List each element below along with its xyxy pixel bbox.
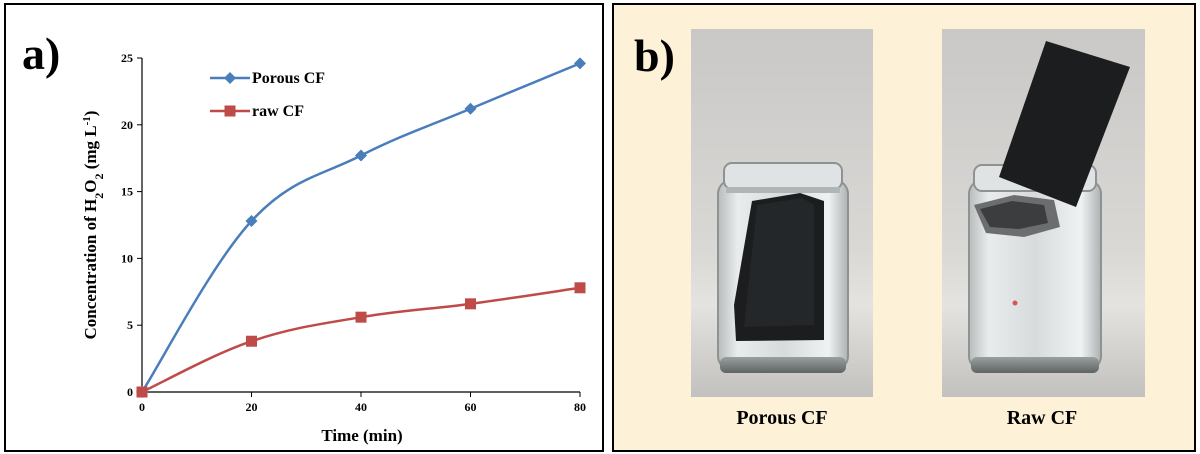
x-tick-label: 20 — [246, 400, 258, 414]
photo-raw-cf — [942, 29, 1145, 397]
x-tick-label: 0 — [139, 400, 145, 414]
data-point-diamond — [245, 214, 258, 227]
data-point-square — [136, 386, 148, 398]
photo-panel-b: b) — [612, 3, 1196, 452]
caption-porous-cf: Porous CF — [736, 407, 828, 429]
data-point-diamond — [355, 149, 367, 162]
series-line-0 — [140, 62, 581, 393]
x-tick-label: 40 — [355, 400, 367, 414]
data-point-square — [355, 311, 367, 323]
y-tick-label: 5 — [127, 318, 133, 332]
chart-series — [136, 57, 586, 398]
series-line-1 — [141, 286, 581, 394]
y-tick-label: 10 — [121, 251, 133, 265]
legend-label: raw CF — [252, 103, 304, 120]
x-tick-label: 80 — [574, 400, 586, 414]
y-tick-label: 20 — [121, 118, 133, 132]
data-point-square — [574, 282, 586, 294]
y-tick-label: 15 — [121, 185, 133, 199]
chart-legend: Porous CF raw CF — [210, 70, 325, 120]
x-tick-label: 60 — [465, 400, 477, 414]
h2o2-concentration-chart: a) 0 5 10 15 20 25 0 20 40 60 80 Porous CF raw CF T… — [22, 28, 586, 445]
x-axis-title: Time (min) — [321, 426, 402, 445]
glass-jar — [968, 164, 1102, 373]
y-tick-label: 0 — [127, 385, 133, 399]
panel-a-letter: a) — [22, 28, 60, 79]
photo-porous-cf — [691, 29, 873, 397]
y-tick-label: 25 — [121, 51, 133, 65]
legend-label: Porous CF — [252, 70, 325, 87]
data-point-diamond — [574, 57, 586, 70]
panel-b-letter: b) — [634, 30, 675, 81]
data-point-square — [465, 298, 476, 310]
y-axis-title: Concentration of H2O2 (mg L-1) — [81, 111, 106, 340]
legend-marker — [224, 105, 236, 117]
chart-axes: 0 5 10 15 20 25 0 20 40 60 80 — [121, 51, 586, 414]
data-point-square — [246, 335, 257, 347]
raw-carbon-felt — [999, 41, 1130, 207]
caption-raw-cf: Raw CF — [1006, 407, 1078, 429]
data-point-diamond — [464, 102, 477, 115]
photo-panel-svg: b) — [634, 29, 1145, 397]
chart-panel-a: a) 0 5 10 15 20 25 0 20 40 60 80 Porous CF raw CF T… — [4, 3, 604, 452]
legend-marker — [224, 72, 236, 84]
